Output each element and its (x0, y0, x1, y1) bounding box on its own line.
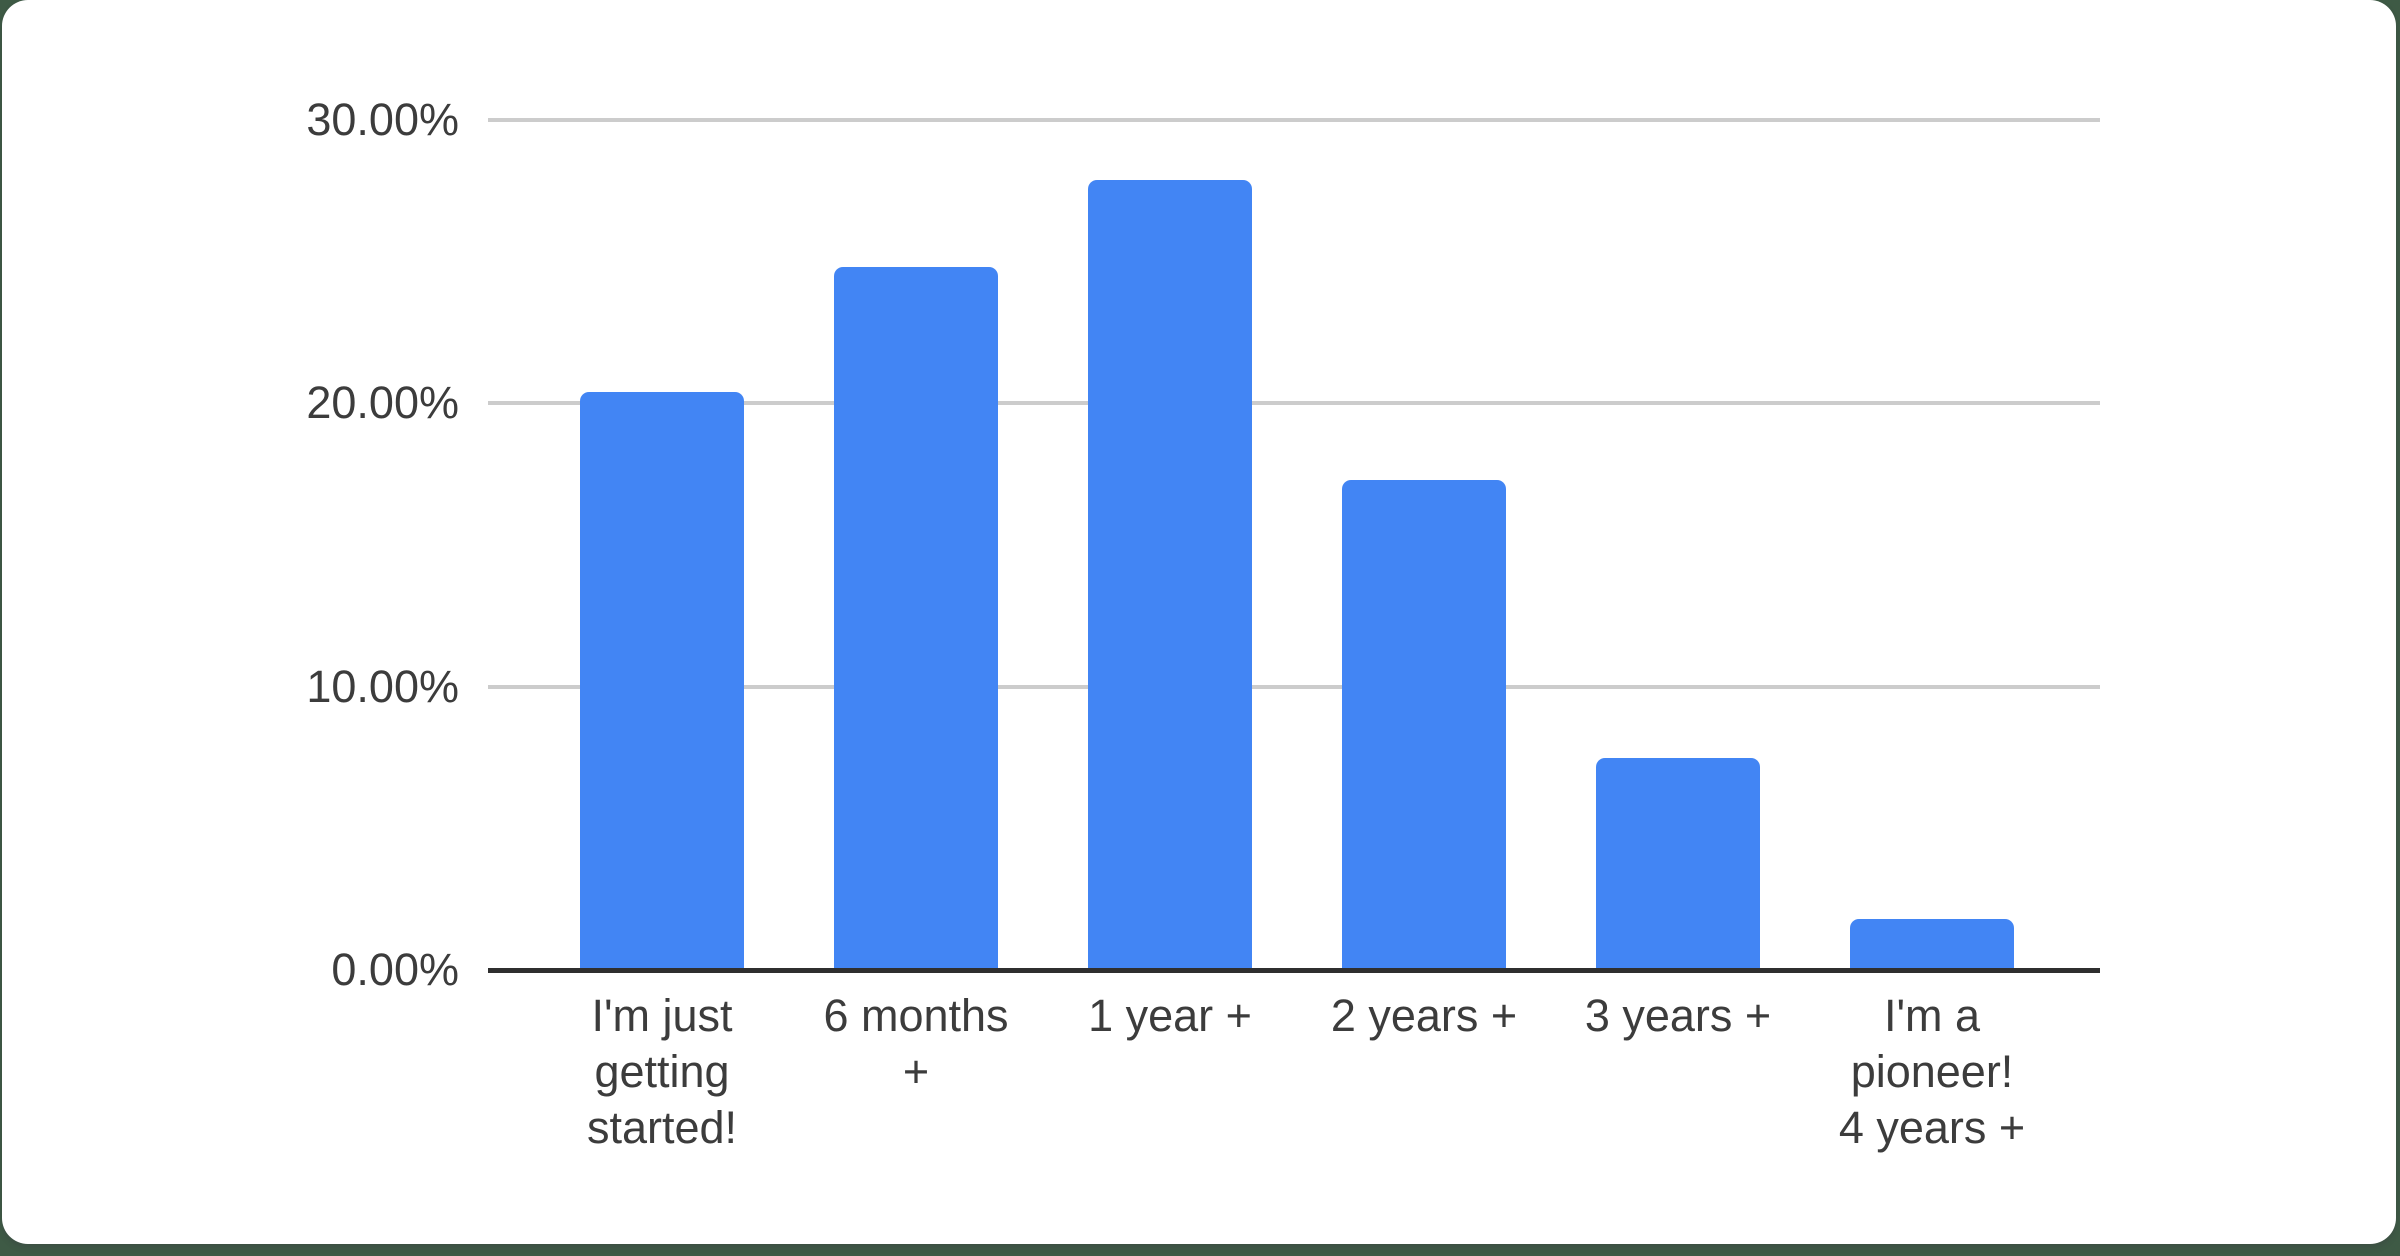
bar[interactable] (1088, 179, 1252, 970)
x-tick-label: 6 months + (823, 990, 1009, 1097)
y-tick-label: 30.00% (306, 94, 459, 145)
bar[interactable] (1850, 919, 2014, 970)
bar[interactable] (580, 392, 744, 970)
x-tick-label: 1 year + (1088, 990, 1252, 1041)
y-tick-label: 10.00% (306, 660, 459, 712)
bar[interactable] (1342, 479, 1506, 970)
y-tick-label: 0.00% (331, 944, 459, 995)
x-tick-label: 2 years + (1330, 990, 1518, 1041)
bar[interactable] (1596, 757, 1760, 970)
x-tick-label: I'm just getting started! (586, 990, 738, 1153)
gridline (488, 401, 2100, 406)
gridline (488, 118, 2100, 122)
bar[interactable] (834, 267, 998, 970)
x-tick-label: 3 years + (1584, 990, 1772, 1041)
x-axis-baseline (488, 968, 2100, 973)
x-tick-label: I'm a pioneer! 4 years + (1838, 990, 2026, 1153)
y-tick-label: 20.00% (306, 377, 459, 429)
gridline (488, 684, 2100, 689)
